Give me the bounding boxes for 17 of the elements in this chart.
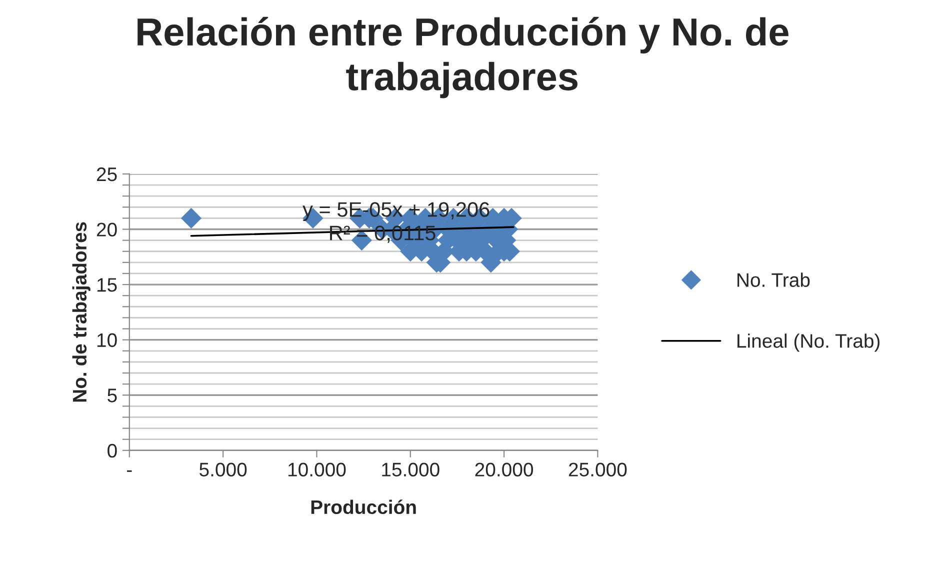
x-tick-label: 25.000 [568, 462, 627, 476]
x-tick-label: 20.000 [475, 462, 534, 476]
y-tick-label: 5 [108, 388, 117, 402]
chart-title: Relación entre Producción y No. de trabajadores [138, 16, 788, 98]
legend-label: No. Trab [738, 272, 810, 287]
y-tick-label: 15 [97, 278, 117, 292]
y-tick-label: 20 [96, 222, 117, 236]
x-tick-label: - [127, 470, 132, 472]
y-tick-label: 0 [108, 444, 117, 458]
legend-label: Lineal (No. Trab) [738, 334, 880, 352]
x-tick-label: 15.000 [382, 462, 440, 476]
y-tick-label: 10 [97, 333, 117, 348]
x-axis-title: Producción [311, 500, 416, 514]
x-tick-label: 5.000 [200, 462, 247, 476]
y-tick-label: 25 [96, 167, 117, 182]
y-axis-title: No. de trabajadores [72, 222, 90, 402]
x-tick-label: 10.000 [288, 462, 346, 476]
